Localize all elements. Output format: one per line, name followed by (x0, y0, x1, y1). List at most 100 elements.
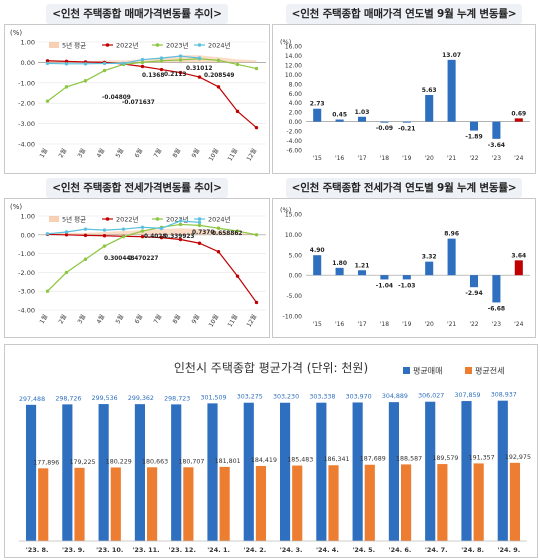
series-point (235, 274, 240, 278)
value-label: -0.04809 (102, 95, 131, 101)
legend-swatch (465, 367, 472, 374)
bar-sale (425, 401, 436, 541)
series-point (102, 61, 107, 66)
x-tick-label: '20 (425, 321, 434, 328)
sale-annual-panel: <인천 주택종합 매매가격 연도별 9월 누계 변동률> (%) 16.00 14.… (272, 4, 536, 174)
y-tick-label: 4.00 (289, 100, 303, 107)
data-label-sale: 298,723 (164, 395, 190, 402)
legend-label: 2022년 (116, 41, 139, 50)
x-tick-label: '19 (402, 155, 411, 162)
y-tick-label: -4.00 (18, 141, 35, 149)
x-tick-label: '17 (357, 321, 366, 328)
jeonse-annual-panel: <인천 주택종합 전세가격 연도별 9월 누계 변동률> (%) 15.00 10.… (272, 178, 536, 338)
bar (425, 95, 434, 122)
data-label: -0.09 (376, 125, 393, 132)
series-point (45, 289, 50, 293)
chart-frame (4, 198, 270, 338)
value-label: 0.208549 (204, 73, 234, 79)
bar-sale (316, 402, 327, 541)
bar (313, 108, 322, 122)
x-tick-label: '24. 5. (352, 546, 375, 554)
bar-jeonse (219, 466, 230, 541)
bar-sale (98, 404, 109, 541)
x-tick-label: 3월 (76, 147, 88, 159)
y-tick-label: -1.00 (18, 250, 35, 258)
series-point (102, 234, 107, 238)
x-tick-label: 4월 (95, 147, 107, 159)
value-label: 0.658862 (212, 231, 242, 237)
data-label: -6.68 (488, 305, 505, 312)
y-tick-label: 0.00 (21, 59, 35, 67)
x-tick-label: '16 (335, 155, 344, 162)
data-label-sale: 308,937 (491, 392, 517, 399)
series-point (216, 58, 221, 63)
legend-swatch-marker (105, 43, 110, 47)
x-tick-label: 11월 (226, 147, 240, 162)
data-label: 1.80 (332, 260, 347, 267)
bar (447, 59, 456, 122)
bar (335, 119, 344, 122)
data-label-sale: 301,509 (200, 394, 226, 401)
y-tick-label: -3.00 (18, 288, 35, 296)
bar-jeonse (255, 465, 267, 541)
y-tick-label: 10.00 (285, 72, 302, 79)
series-point (83, 62, 88, 66)
data-label-sale: 298,726 (55, 395, 81, 402)
y-tick-label: -5.00 (286, 293, 302, 300)
x-tick-label: 3월 (76, 313, 88, 325)
x-tick-label: '24. 7. (425, 546, 448, 554)
legend-label: 2024년 (208, 41, 231, 50)
legend-swatch-marker (155, 43, 160, 47)
value-label: 0.7370 (192, 230, 214, 236)
data-label: 1.21 (355, 262, 370, 269)
bar-jeonse (364, 464, 375, 541)
series-point (254, 66, 259, 71)
series-point (64, 230, 69, 234)
bar (425, 261, 434, 276)
y-tick-label: -4.00 (286, 138, 302, 145)
data-label: 3.64 (511, 252, 526, 259)
data-label-sale: 303,230 (273, 394, 299, 401)
x-tick-label: 8월 (171, 313, 183, 325)
series-point (197, 75, 202, 79)
x-tick-label: 4월 (95, 313, 107, 325)
y-tick-label: 2.00 (289, 110, 303, 117)
bar-sale (461, 401, 472, 541)
x-tick-label: '22 (469, 321, 478, 328)
x-tick-label: 10월 (207, 313, 221, 328)
series-point (178, 54, 183, 58)
y-tick-label: 16.00 (285, 44, 302, 51)
y-unit: (%) (10, 203, 22, 211)
series-point (83, 227, 88, 231)
series-point (102, 68, 107, 73)
series-point (64, 270, 69, 275)
x-tick-label: 12월 (245, 147, 259, 162)
series-point (159, 226, 164, 231)
y-unit: (%) (280, 206, 291, 214)
x-tick-label: '23. 10. (96, 546, 123, 554)
value-label: 0.1368 (142, 73, 164, 79)
bar-jeonse (292, 465, 303, 541)
y-tick-label: 12.00 (285, 62, 302, 69)
data-label-jeonse: 187,689 (360, 456, 386, 463)
series-point (64, 233, 69, 237)
bar (514, 118, 523, 122)
x-tick-label: 12월 (245, 313, 259, 328)
series-point (45, 59, 50, 63)
y-unit: (%) (10, 29, 22, 37)
series-point (197, 220, 202, 225)
series-point (235, 109, 240, 114)
y-tick-label: 0.00 (289, 119, 303, 126)
series-point (140, 60, 145, 65)
data-label-jeonse: 180,707 (178, 458, 204, 465)
data-label-jeonse: 180,229 (106, 458, 132, 465)
legend-label: 평균전세 (475, 366, 504, 376)
series-point (178, 70, 183, 75)
series-point (178, 219, 183, 223)
x-tick-label: '23. 12. (169, 546, 196, 554)
data-label: -3.64 (488, 142, 505, 149)
x-tick-label: '21 (447, 321, 456, 328)
y-tick-label: -4.00 (18, 307, 35, 315)
x-tick-label: '20 (425, 155, 434, 162)
jeonse-trend-panel: <인천 주택종합 전세가격변동률 추이> (%) 1.00 0.00 -1.00 -2.… (4, 178, 270, 338)
